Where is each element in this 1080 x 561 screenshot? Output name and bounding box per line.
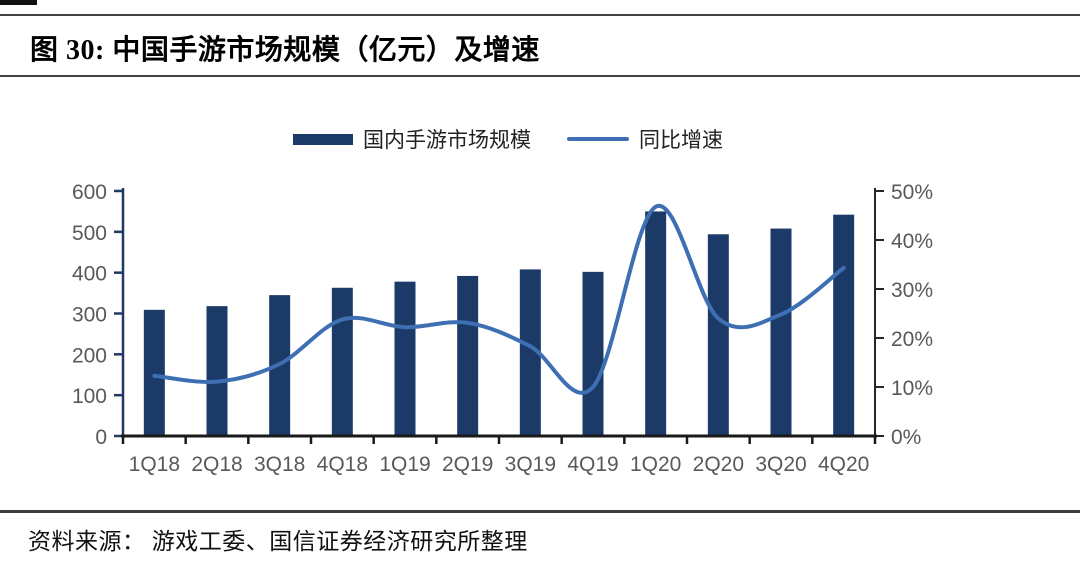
right-axis-label: 0% xyxy=(891,426,921,449)
left-axis-label: 200 xyxy=(72,344,107,367)
bar-1q18 xyxy=(143,309,165,436)
legend-label-growth: 同比增速 xyxy=(639,128,723,152)
bar-4q18 xyxy=(331,287,353,436)
left-axis-label: 400 xyxy=(72,263,107,286)
x-label-1q20: 1Q20 xyxy=(630,453,681,476)
bar-2q20 xyxy=(707,234,729,436)
left-axis-label: 500 xyxy=(72,222,107,245)
source-note: 资料来源： 游戏工委、国信证券经济研究所整理 xyxy=(28,529,528,554)
bottom-rule xyxy=(0,510,1080,513)
bar-series-swatch xyxy=(293,133,353,145)
right-axis-label: 20% xyxy=(891,328,933,351)
x-label-3q18: 3Q18 xyxy=(254,453,305,476)
bar-4q19 xyxy=(582,271,604,436)
x-label-4q20: 4Q20 xyxy=(818,453,869,476)
legend-label-market-size: 国内手游市场规模 xyxy=(363,128,531,152)
bar-4q20 xyxy=(833,214,855,436)
right-axis-label: 50% xyxy=(891,181,933,204)
x-label-4q18: 4Q18 xyxy=(317,453,368,476)
legend-item-market-size: 国内手游市场规模 xyxy=(293,124,531,154)
left-axis-label: 100 xyxy=(72,385,107,408)
x-label-2q20: 2Q20 xyxy=(693,453,744,476)
x-label-1q18: 1Q18 xyxy=(129,453,180,476)
x-label-3q20: 3Q20 xyxy=(755,453,806,476)
figure-title: 图 30: 中国手游市场规模（亿元）及增速 xyxy=(30,35,540,66)
bar-2q18 xyxy=(206,306,228,436)
x-label-1q19: 1Q19 xyxy=(379,453,430,476)
bar-3q20 xyxy=(770,228,792,436)
title-rule xyxy=(0,75,1080,77)
scan-artifact-mark xyxy=(0,0,37,5)
right-axis-label: 40% xyxy=(891,230,933,253)
line-series-swatch xyxy=(567,137,629,141)
x-label-3q19: 3Q19 xyxy=(505,453,556,476)
left-axis-label: 0 xyxy=(95,426,107,449)
right-axis-label: 10% xyxy=(891,377,933,400)
bar-1q20 xyxy=(645,211,667,436)
bar-3q19 xyxy=(519,269,541,436)
bar-2q19 xyxy=(457,275,479,436)
chart-legend: 国内手游市场规模 同比增速 xyxy=(0,124,1048,154)
x-label-2q19: 2Q19 xyxy=(442,453,493,476)
growth-line xyxy=(152,204,846,395)
x-label-4q19: 4Q19 xyxy=(567,453,618,476)
left-axis-label: 600 xyxy=(72,181,107,204)
right-axis-label: 30% xyxy=(891,279,933,302)
legend-item-growth: 同比增速 xyxy=(567,124,723,154)
bar-1q19 xyxy=(394,281,416,436)
left-axis-label: 300 xyxy=(72,304,107,327)
top-rule xyxy=(0,14,1080,16)
x-label-2q18: 2Q18 xyxy=(191,453,242,476)
